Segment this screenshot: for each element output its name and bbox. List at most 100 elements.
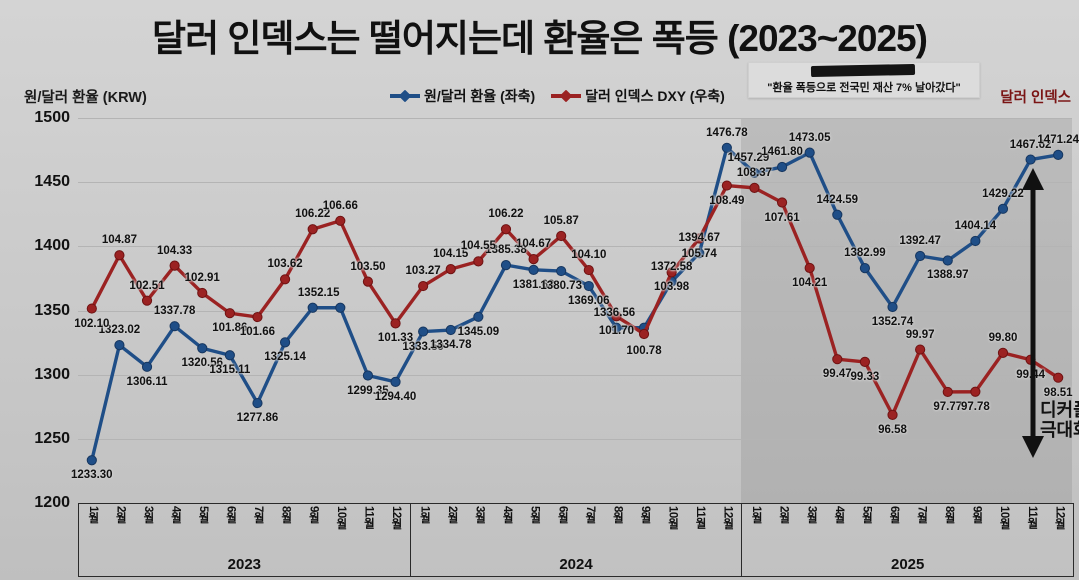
- data-point[interactable]: [252, 311, 263, 323]
- data-point-label: 101.70: [598, 325, 634, 338]
- data-point-label: 97.77: [933, 400, 963, 413]
- x-axis-month-tick: 5월: [853, 506, 881, 548]
- x-axis-month-label: 8월: [611, 506, 624, 523]
- data-point-label: 1277.86: [236, 412, 279, 425]
- data-point[interactable]: [970, 386, 981, 397]
- data-point-label: 98.51: [1043, 386, 1073, 399]
- data-point[interactable]: [832, 354, 843, 365]
- data-point[interactable]: [335, 302, 346, 313]
- data-point[interactable]: [887, 301, 898, 313]
- data-point[interactable]: [390, 318, 401, 329]
- data-point[interactable]: [942, 386, 953, 398]
- data-point-label: 103.27: [405, 265, 441, 278]
- data-point[interactable]: [418, 280, 429, 292]
- data-point[interactable]: [362, 276, 374, 287]
- data-point[interactable]: [915, 250, 926, 262]
- data-point[interactable]: [197, 287, 208, 299]
- data-point[interactable]: [638, 328, 650, 340]
- data-point[interactable]: [887, 409, 898, 420]
- data-point[interactable]: [224, 308, 235, 319]
- x-axis-month-row: 1월 2월 3월 4월 5월 6월 7월 8월 9월 10월 11월 12월: [411, 504, 742, 552]
- data-point[interactable]: [169, 260, 180, 271]
- data-point[interactable]: [114, 340, 125, 351]
- data-point[interactable]: [445, 264, 456, 275]
- data-point-label: 100.78: [626, 344, 662, 357]
- data-point-label: 104.10: [571, 249, 607, 262]
- data-point[interactable]: [86, 303, 97, 314]
- data-point[interactable]: [1025, 154, 1036, 165]
- data-point[interactable]: [970, 235, 981, 247]
- data-point[interactable]: [141, 361, 153, 372]
- data-point[interactable]: [721, 142, 732, 153]
- data-point[interactable]: [776, 197, 788, 208]
- x-axis-month-tick: 9월: [300, 506, 328, 548]
- chart-legend: 원/달러 환율 (좌축) 달러 인덱스 DXY (우축): [390, 86, 725, 106]
- x-axis-month-label: 8월: [279, 506, 292, 523]
- data-point[interactable]: [804, 262, 815, 274]
- data-point-label: 1320.56: [181, 357, 224, 370]
- data-point[interactable]: [804, 147, 815, 158]
- x-axis-month-tick: 6월: [217, 506, 245, 548]
- data-point[interactable]: [197, 343, 208, 354]
- data-point[interactable]: [583, 264, 594, 276]
- data-point[interactable]: [749, 167, 760, 178]
- data-point-label: 1473.05: [788, 131, 831, 144]
- series-line: [90, 146, 1060, 462]
- data-point[interactable]: [169, 321, 180, 332]
- data-point[interactable]: [721, 180, 732, 191]
- data-point[interactable]: [556, 265, 567, 277]
- data-point[interactable]: [611, 322, 622, 333]
- data-point[interactable]: [528, 264, 539, 275]
- data-point[interactable]: [114, 250, 125, 261]
- data-point[interactable]: [86, 455, 97, 466]
- data-point[interactable]: [279, 274, 291, 285]
- quote-callout: "환율 폭등으로 전국민 재산 7% 날아갔다": [748, 62, 980, 98]
- data-point[interactable]: [500, 260, 512, 271]
- data-point[interactable]: [390, 376, 401, 387]
- x-axis-month-label: 5월: [528, 506, 541, 523]
- data-point[interactable]: [307, 224, 318, 235]
- data-point[interactable]: [141, 295, 153, 306]
- data-point-label: 105.87: [543, 215, 579, 227]
- data-point[interactable]: [859, 263, 871, 274]
- data-point[interactable]: [418, 326, 429, 337]
- data-point[interactable]: [224, 350, 235, 361]
- data-point[interactable]: [279, 337, 291, 348]
- data-point[interactable]: [832, 209, 843, 220]
- data-point[interactable]: [915, 344, 926, 355]
- legend-item-krw: 원/달러 환율 (좌축): [390, 86, 535, 106]
- x-axis-month-tick: 7월: [576, 506, 604, 548]
- data-point[interactable]: [1053, 372, 1064, 383]
- data-point-label: 1369.06: [568, 295, 610, 308]
- data-point[interactable]: [859, 356, 871, 367]
- data-point[interactable]: [694, 248, 705, 259]
- data-point[interactable]: [776, 161, 788, 173]
- data-point[interactable]: [749, 182, 760, 193]
- data-point[interactable]: [556, 230, 567, 242]
- data-point[interactable]: [252, 397, 263, 409]
- data-point[interactable]: [473, 311, 484, 322]
- data-point[interactable]: [583, 280, 594, 292]
- data-point[interactable]: [997, 347, 1009, 358]
- data-point-label: 102.10: [74, 317, 110, 330]
- y-axis-tick-label: 1250: [34, 429, 70, 447]
- data-point[interactable]: [997, 203, 1009, 214]
- x-axis-month-label: 12월: [389, 506, 402, 529]
- data-point[interactable]: [335, 215, 346, 226]
- data-point[interactable]: [307, 302, 318, 313]
- data-point[interactable]: [500, 224, 512, 235]
- data-point[interactable]: [473, 256, 484, 267]
- data-point-label: 103.62: [267, 258, 303, 271]
- data-point[interactable]: [1053, 149, 1064, 161]
- x-axis-month-label: 9월: [970, 506, 983, 523]
- data-point[interactable]: [445, 324, 456, 336]
- data-point[interactable]: [528, 254, 539, 265]
- data-point[interactable]: [611, 311, 622, 322]
- data-point-label: 1299.35: [347, 384, 389, 397]
- data-point[interactable]: [942, 255, 953, 266]
- legend-marker-krw-icon: [390, 94, 420, 98]
- data-point[interactable]: [666, 267, 677, 278]
- data-point[interactable]: [694, 233, 705, 244]
- data-point[interactable]: [362, 370, 374, 381]
- decoupling-annotation: 디커플링 극대화: [1040, 400, 1079, 440]
